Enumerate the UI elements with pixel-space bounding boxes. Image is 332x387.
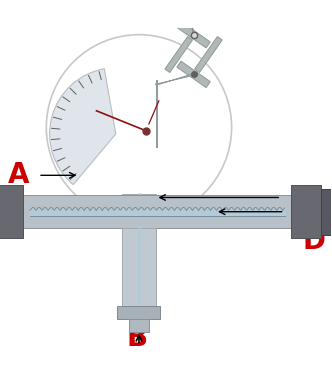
Bar	[118, 306, 160, 319]
Text: A: A	[8, 161, 30, 189]
Bar	[123, 228, 155, 306]
Bar	[23, 195, 291, 228]
Text: D: D	[303, 228, 326, 255]
Bar	[123, 194, 155, 217]
Bar	[129, 319, 149, 332]
Text: B: B	[127, 324, 148, 353]
Polygon shape	[155, 73, 196, 84]
Polygon shape	[177, 21, 210, 48]
Text: C: C	[303, 185, 323, 212]
Bar	[321, 188, 332, 235]
Polygon shape	[195, 36, 222, 72]
Wedge shape	[49, 69, 116, 185]
Bar	[291, 185, 321, 238]
Polygon shape	[165, 36, 193, 72]
Polygon shape	[177, 61, 210, 87]
Bar	[0, 185, 23, 238]
